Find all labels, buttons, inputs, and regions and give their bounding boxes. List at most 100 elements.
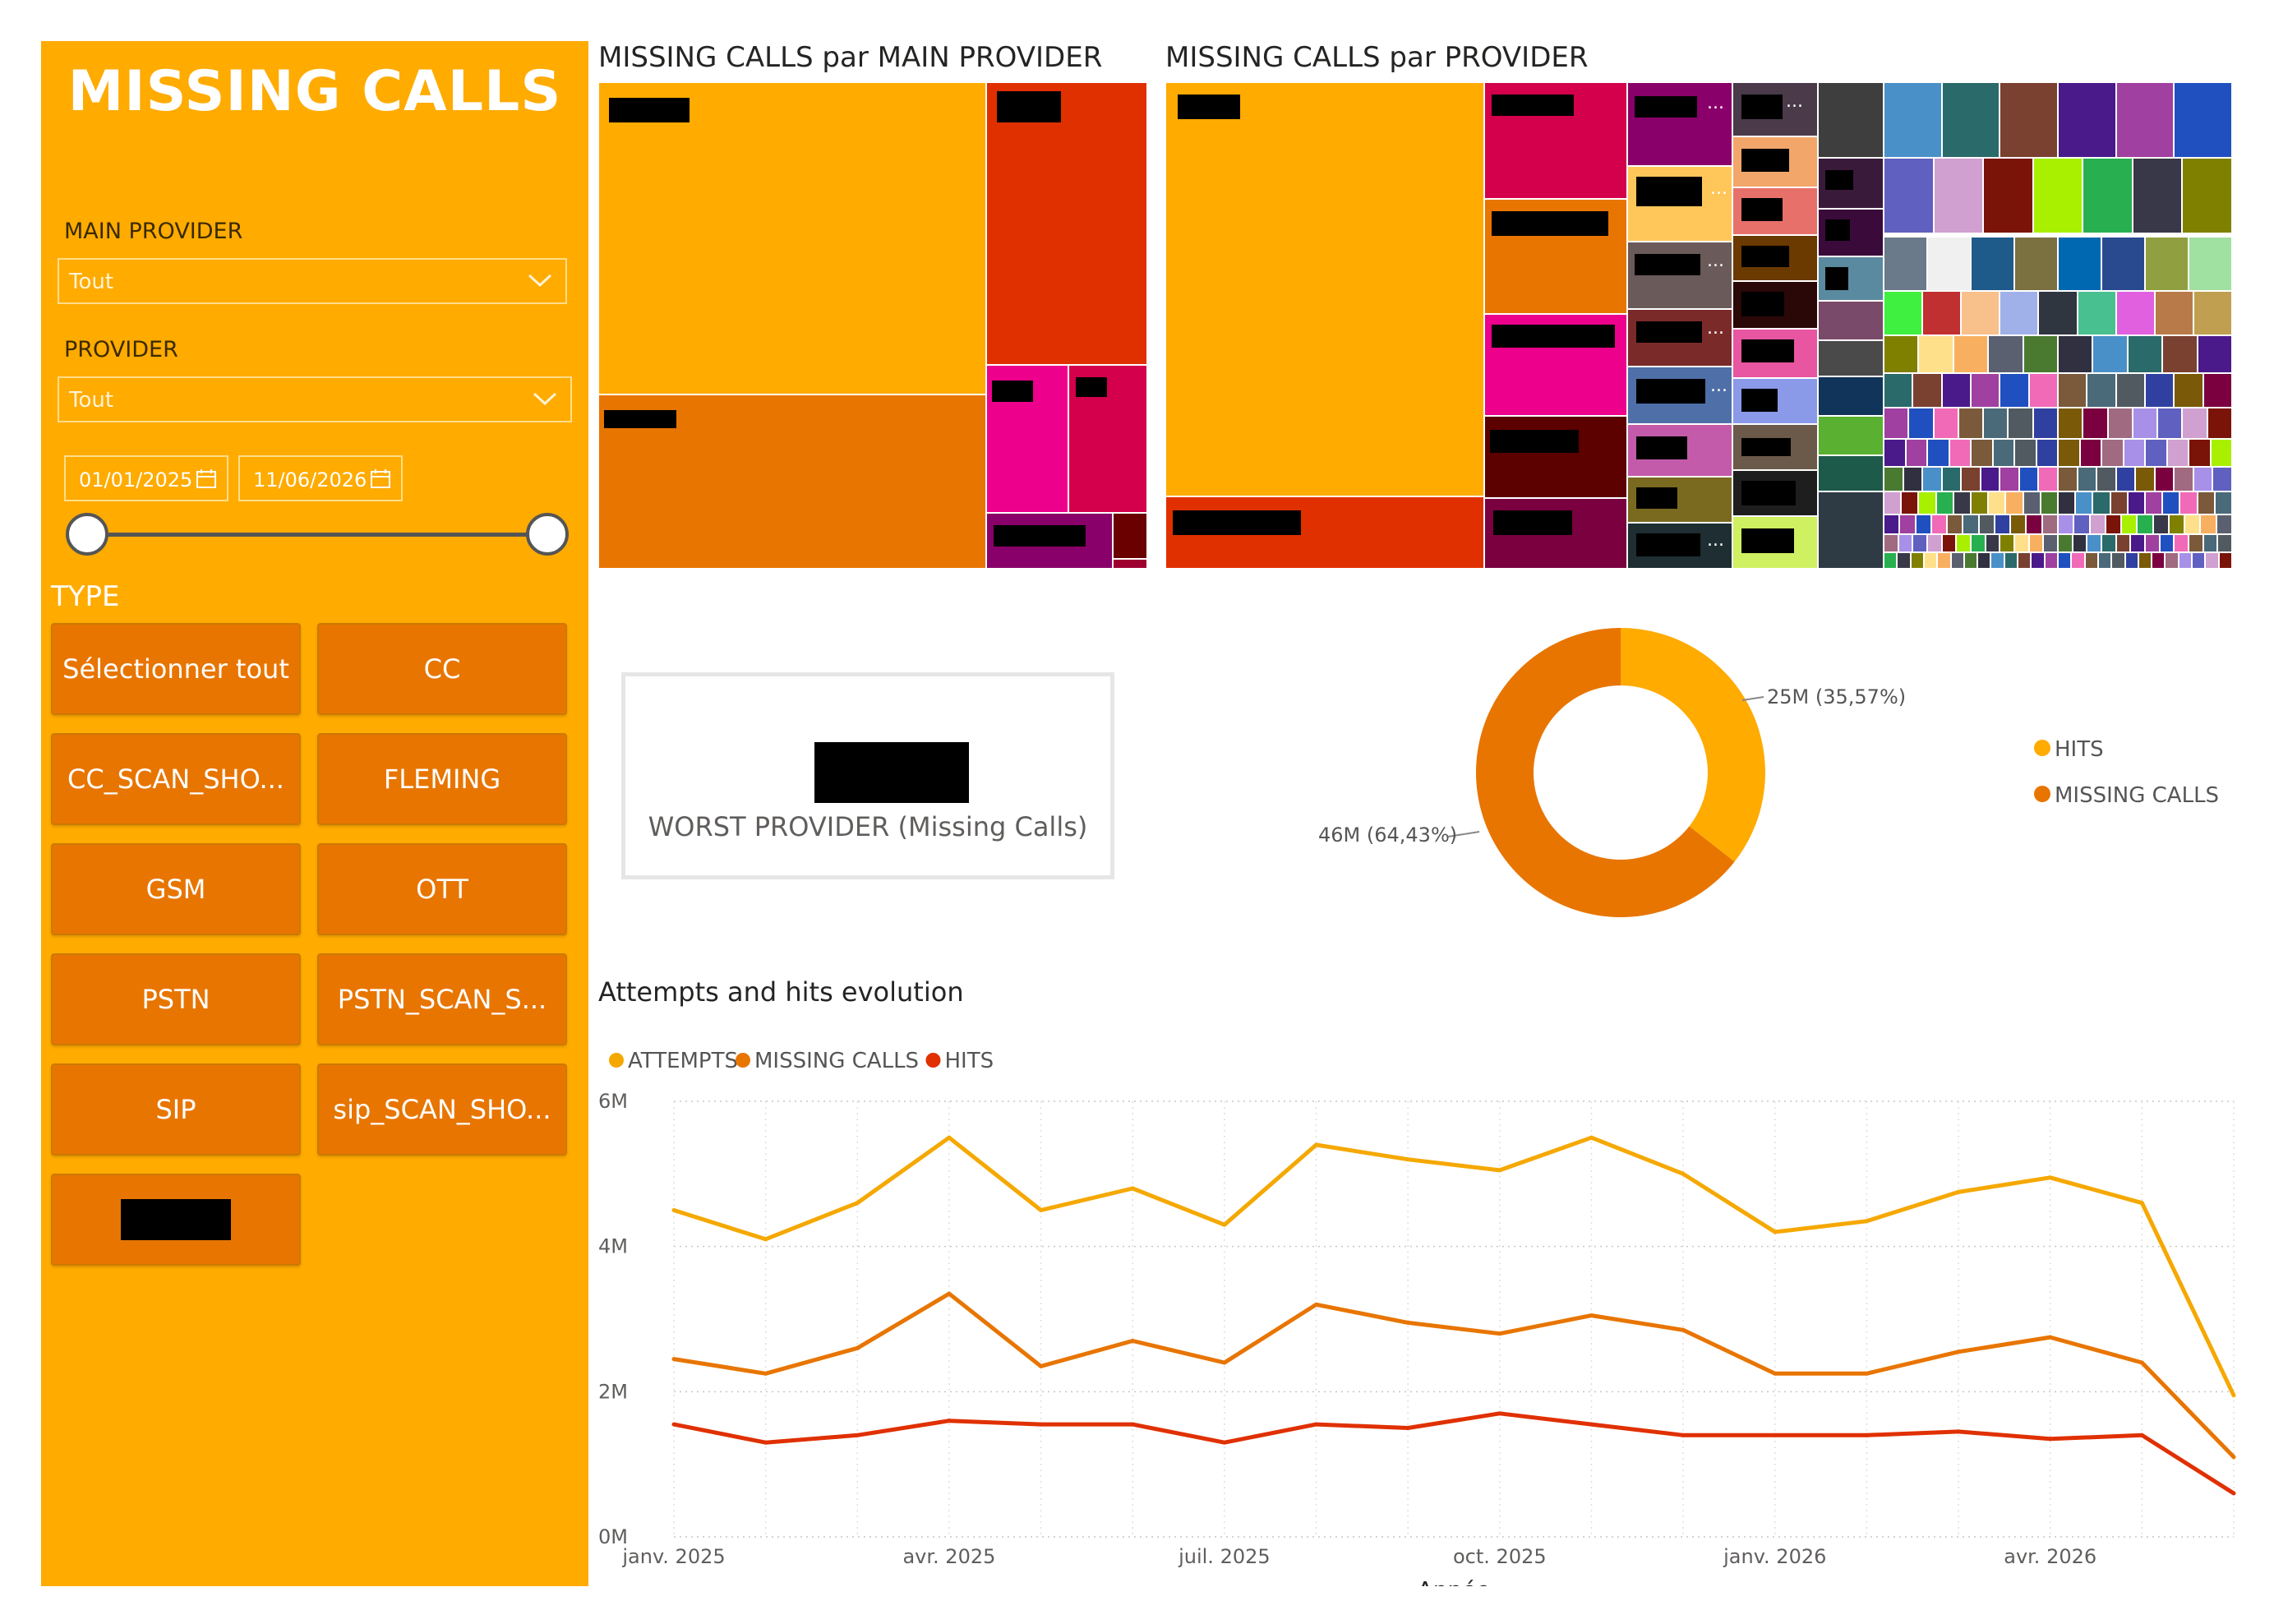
treemap-tile[interactable] bbox=[1884, 514, 1900, 534]
treemap-tile[interactable] bbox=[2023, 491, 2041, 514]
treemap-tile[interactable] bbox=[2132, 408, 2158, 439]
treemap-tile[interactable] bbox=[1988, 491, 2006, 514]
data-point-missing-calls[interactable] bbox=[1314, 1302, 1319, 1307]
data-point-hits[interactable] bbox=[1956, 1429, 1961, 1434]
data-point-hits[interactable] bbox=[855, 1433, 860, 1437]
treemap-tile[interactable] bbox=[2096, 467, 2116, 491]
treemap-tile[interactable] bbox=[1732, 470, 1818, 516]
treemap-tile[interactable] bbox=[1985, 534, 2000, 552]
type-button-select-all[interactable]: Sélectionner tout bbox=[51, 623, 301, 715]
treemap-tile[interactable] bbox=[2010, 514, 2027, 534]
treemap-tile[interactable] bbox=[1818, 82, 1884, 158]
treemap-tile[interactable] bbox=[2014, 534, 2029, 552]
treemap-tile[interactable] bbox=[2058, 373, 2087, 408]
treemap-tile[interactable] bbox=[2168, 514, 2185, 534]
treemap-tile[interactable] bbox=[1941, 373, 1971, 408]
treemap-tile[interactable] bbox=[2184, 514, 2201, 534]
treemap-tile[interactable] bbox=[2124, 552, 2138, 569]
treemap-tile[interactable] bbox=[1165, 496, 1484, 569]
data-point-missing-calls[interactable] bbox=[1773, 1371, 1778, 1376]
date-slider-end-handle[interactable] bbox=[526, 513, 569, 556]
treemap-tile[interactable] bbox=[2145, 491, 2163, 514]
treemap-tile[interactable] bbox=[1068, 365, 1147, 513]
treemap-tile[interactable] bbox=[2111, 552, 2125, 569]
data-point-hits[interactable] bbox=[2231, 1491, 2236, 1496]
calendar-icon[interactable] bbox=[370, 468, 391, 490]
treemap-tile[interactable] bbox=[1732, 281, 1818, 329]
data-point-attempts[interactable] bbox=[1405, 1157, 1410, 1162]
treemap-tile[interactable] bbox=[2162, 491, 2180, 514]
data-point-missing-calls[interactable] bbox=[1589, 1313, 1594, 1318]
data-point-hits[interactable] bbox=[1405, 1426, 1410, 1430]
treemap-tile[interactable] bbox=[598, 82, 986, 394]
treemap-tile[interactable] bbox=[1732, 329, 1818, 378]
treemap-tile[interactable] bbox=[2115, 291, 2155, 335]
treemap-tile[interactable]: ... bbox=[1627, 523, 1732, 569]
treemap-tile[interactable] bbox=[2005, 491, 2023, 514]
treemap-tile[interactable] bbox=[1971, 237, 2014, 291]
data-point-hits[interactable] bbox=[1681, 1433, 1686, 1437]
treemap-tile[interactable] bbox=[1884, 534, 1898, 552]
treemap-tile[interactable] bbox=[2087, 534, 2101, 552]
treemap-tile[interactable] bbox=[2071, 552, 2085, 569]
data-point-hits[interactable] bbox=[671, 1422, 676, 1427]
type-button-fleming[interactable]: FLEMING bbox=[317, 733, 567, 825]
start-date-input[interactable]: 01/01/2025 bbox=[64, 455, 228, 501]
treemap-tile[interactable] bbox=[1935, 491, 1953, 514]
type-button-sip[interactable]: SIP bbox=[51, 1063, 301, 1156]
treemap-tile[interactable] bbox=[2154, 467, 2175, 491]
treemap-tile[interactable] bbox=[1484, 82, 1627, 199]
data-point-missing-calls[interactable] bbox=[671, 1357, 676, 1362]
treemap-tile[interactable] bbox=[2032, 158, 2083, 233]
data-point-attempts[interactable] bbox=[1681, 1171, 1686, 1176]
data-point-attempts[interactable] bbox=[1864, 1219, 1869, 1224]
treemap-tile[interactable] bbox=[1941, 82, 2000, 158]
calendar-icon[interactable] bbox=[196, 468, 217, 490]
treemap-tile[interactable] bbox=[1818, 158, 1884, 209]
data-point-attempts[interactable] bbox=[1956, 1189, 1961, 1194]
treemap-tile[interactable] bbox=[2135, 467, 2155, 491]
treemap-tile[interactable] bbox=[1884, 373, 1913, 408]
treemap-tile[interactable] bbox=[2192, 552, 2206, 569]
treemap-tile[interactable] bbox=[1732, 235, 1818, 281]
data-point-missing-calls[interactable] bbox=[1039, 1363, 1044, 1368]
treemap-tile[interactable] bbox=[1732, 378, 1818, 424]
data-point-missing-calls[interactable] bbox=[1956, 1349, 1961, 1354]
treemap-tile[interactable] bbox=[2031, 552, 2045, 569]
treemap-tile[interactable] bbox=[1988, 335, 2023, 373]
treemap-tile[interactable] bbox=[1113, 559, 1147, 569]
treemap-tile[interactable] bbox=[2207, 408, 2232, 439]
treemap-tile[interactable] bbox=[2101, 237, 2145, 291]
treemap-tile[interactable] bbox=[1884, 158, 1934, 233]
treemap-tile[interactable] bbox=[1912, 534, 1927, 552]
treemap-tile[interactable] bbox=[1918, 335, 1953, 373]
treemap-tile[interactable] bbox=[1956, 534, 1971, 552]
treemap-tile[interactable] bbox=[1884, 408, 1909, 439]
data-point-attempts[interactable] bbox=[1314, 1142, 1319, 1147]
treemap-tile[interactable] bbox=[2023, 335, 2058, 373]
treemap-tile[interactable] bbox=[2107, 408, 2133, 439]
treemap-tile[interactable] bbox=[2026, 514, 2042, 534]
data-point-missing-calls[interactable] bbox=[2139, 1360, 2144, 1365]
series-line-attempts[interactable] bbox=[673, 1135, 2236, 1396]
treemap-tile[interactable] bbox=[2121, 514, 2138, 534]
treemap-tile[interactable] bbox=[2018, 552, 2032, 569]
treemap-tile[interactable] bbox=[2166, 439, 2189, 467]
treemap-tile[interactable] bbox=[1732, 516, 1818, 569]
data-point-hits[interactable] bbox=[1589, 1422, 1594, 1427]
treemap-tile[interactable] bbox=[1732, 187, 1818, 235]
treemap-tile[interactable] bbox=[1484, 498, 1627, 569]
type-button-sip-scan[interactable]: sip_SCAN_SHO... bbox=[317, 1063, 567, 1156]
treemap-tile[interactable] bbox=[1941, 534, 1957, 552]
data-point-attempts[interactable] bbox=[2231, 1393, 2236, 1398]
data-point-attempts[interactable] bbox=[947, 1135, 952, 1140]
treemap-tile[interactable] bbox=[1937, 552, 1951, 569]
data-point-attempts[interactable] bbox=[1773, 1230, 1778, 1234]
treemap-tile[interactable] bbox=[1113, 513, 1147, 559]
treemap-tile[interactable] bbox=[1884, 467, 1903, 491]
data-point-attempts[interactable] bbox=[1497, 1168, 1502, 1173]
treemap-tile[interactable] bbox=[1941, 467, 1962, 491]
treemap-tile[interactable] bbox=[2058, 439, 2080, 467]
data-point-hits[interactable] bbox=[2048, 1437, 2053, 1442]
treemap-tile[interactable] bbox=[1818, 340, 1884, 376]
